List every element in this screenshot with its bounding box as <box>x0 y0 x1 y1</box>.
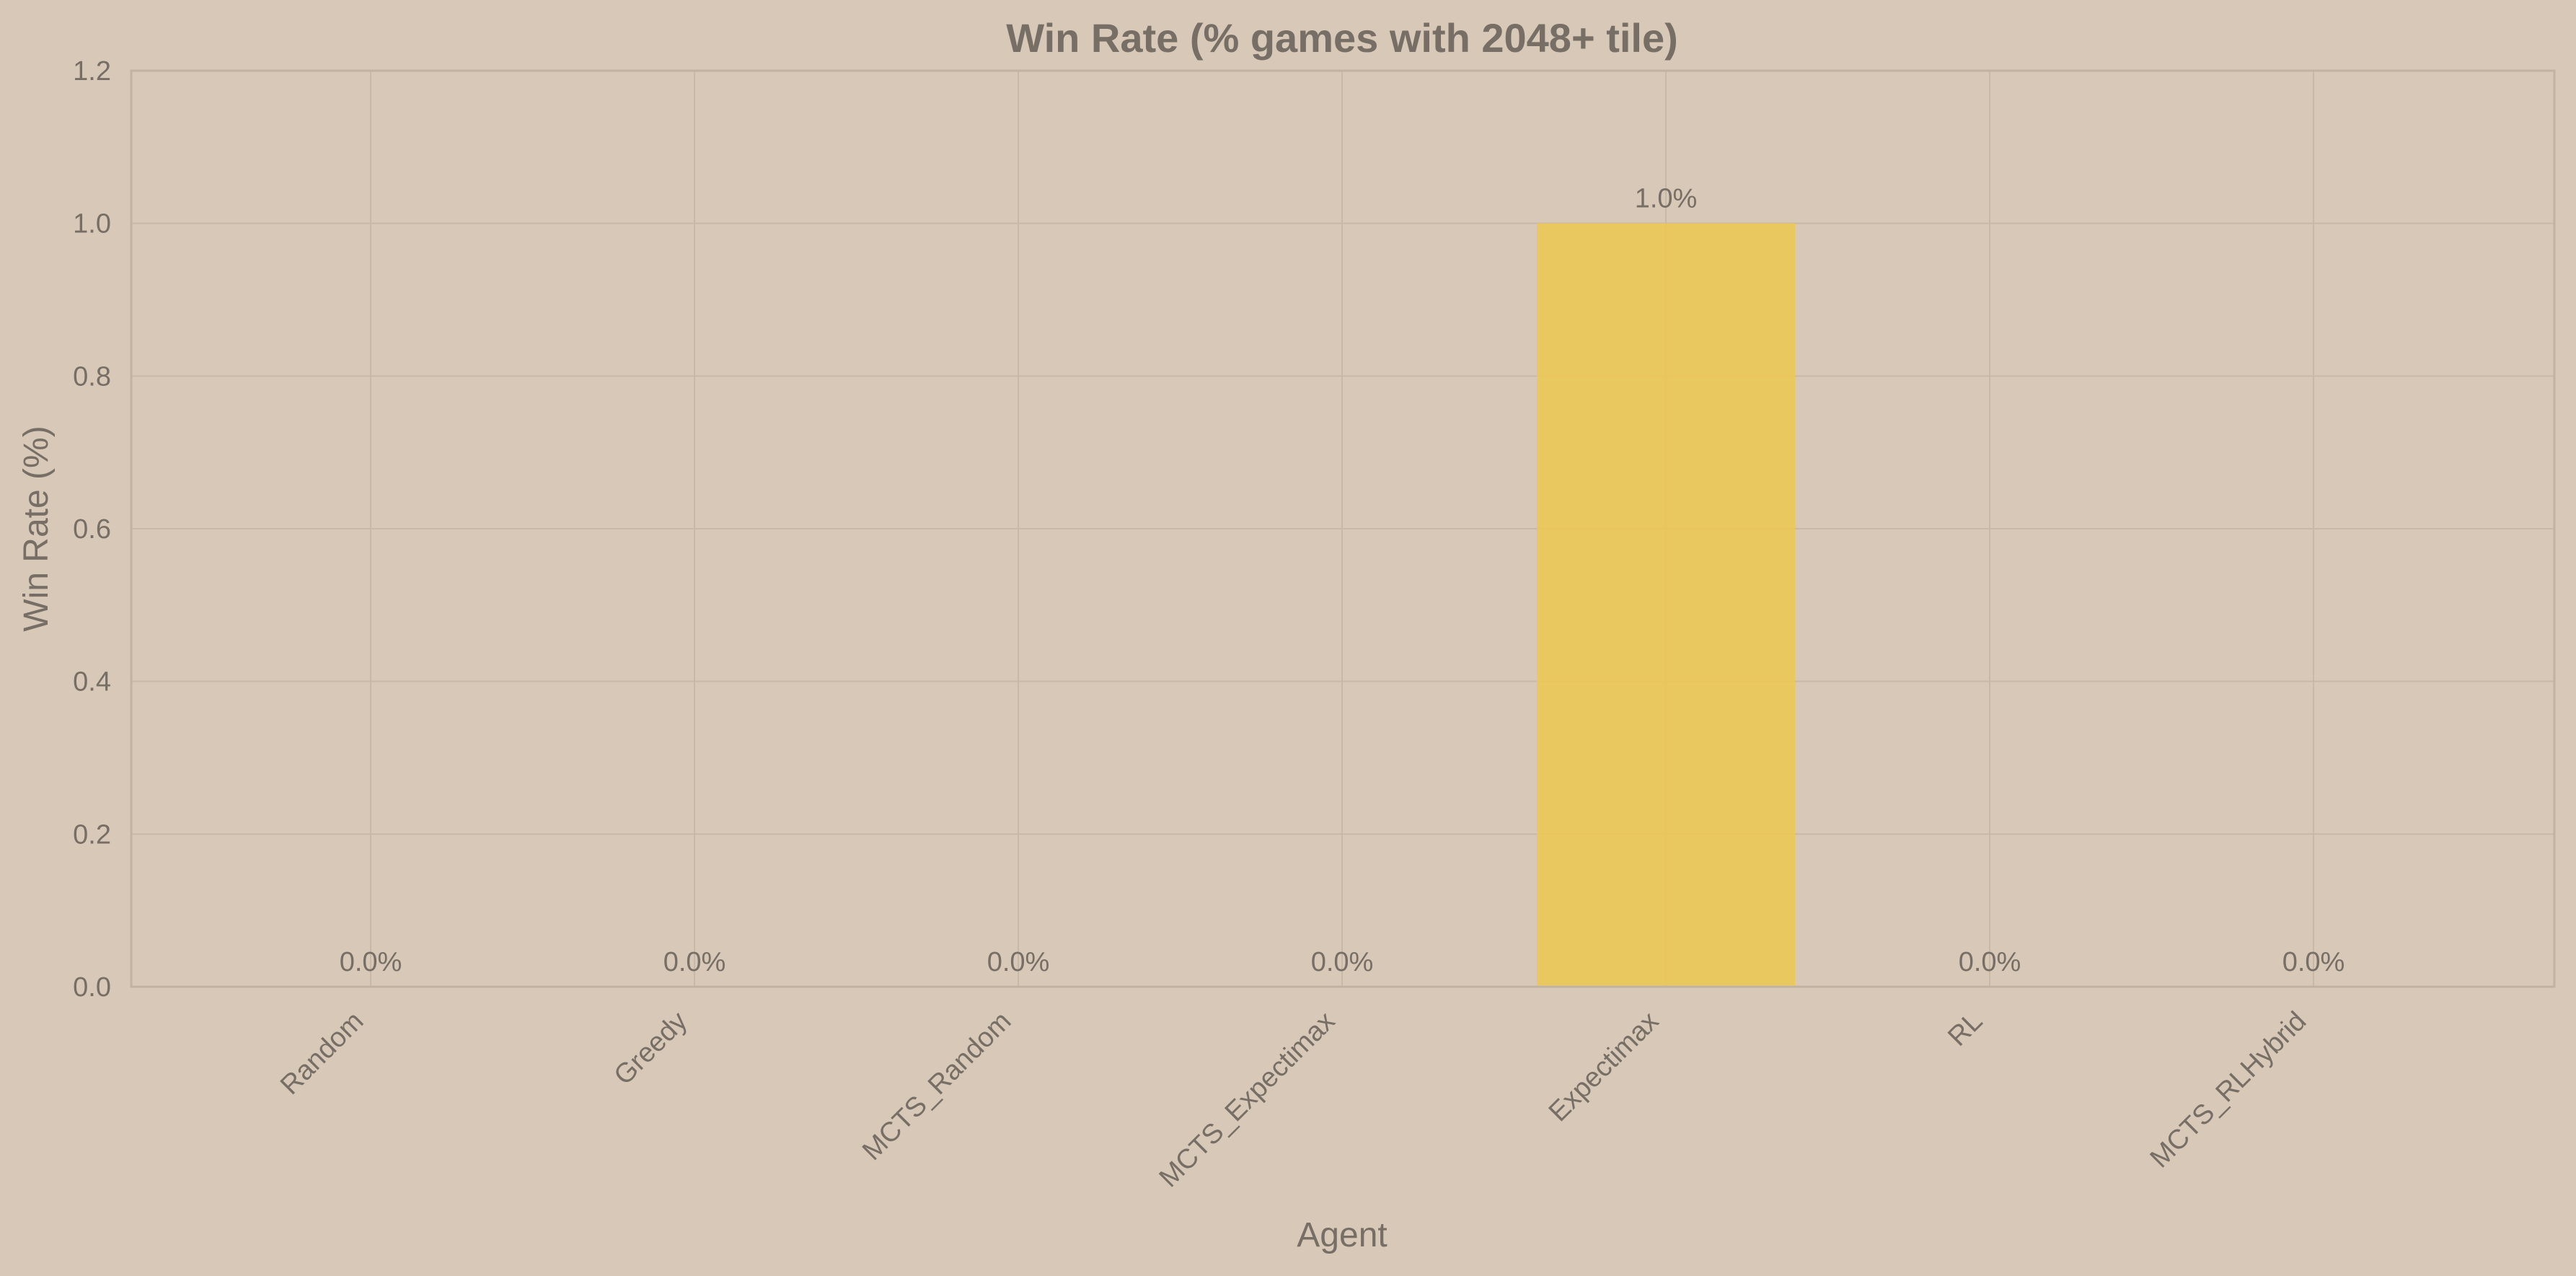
x-tick-label: MCTS_RLHybrid <box>2145 1006 2313 1174</box>
y-tick-label: 0.8 <box>73 361 111 392</box>
y-axis-label: Win Rate (%) <box>17 426 56 631</box>
grid-layer <box>131 70 2554 987</box>
data-label: 0.0% <box>663 947 726 977</box>
data-label: 1.0% <box>1635 184 1698 214</box>
data-label: 0.0% <box>1959 947 2021 977</box>
y-tick-label: 0.4 <box>73 667 111 698</box>
x-axis-label: Agent <box>1297 1216 1387 1254</box>
labels-layer: 0.0% 0.0% 0.0% 0.0% 1.0% 0.0% 0.0% <box>340 184 2345 977</box>
x-tick-label: MCTS_Random <box>857 1006 1017 1166</box>
y-tick-label: 1.2 <box>73 56 111 87</box>
x-tick-label: Expectimax <box>1543 1006 1665 1128</box>
x-tick-label: Greedy <box>609 1006 694 1091</box>
data-label: 0.0% <box>1311 947 1374 977</box>
y-tick-label: 0.2 <box>73 819 111 850</box>
y-tick-label: 1.0 <box>73 209 111 239</box>
x-tick-label: Random <box>275 1006 369 1101</box>
bar-expectimax <box>1537 223 1795 987</box>
x-tick-label: MCTS_Expectimax <box>1154 1006 1341 1194</box>
x-tick-label: RL <box>1942 1006 1988 1052</box>
ticks-layer: 0.0 0.2 0.4 0.6 0.8 1.0 1.2 Random Greedy MCTS_Ra… <box>73 56 2312 1193</box>
bars-layer <box>1537 223 1795 987</box>
y-tick-label: 0.0 <box>73 972 111 1003</box>
data-label: 0.0% <box>340 947 402 977</box>
plot-frame <box>130 69 2556 988</box>
y-tick-label: 0.6 <box>73 514 111 545</box>
data-label: 0.0% <box>987 947 1050 977</box>
chart-title: Win Rate (% games with 2048+ tile) <box>1006 15 1678 61</box>
data-label: 0.0% <box>2282 947 2345 977</box>
